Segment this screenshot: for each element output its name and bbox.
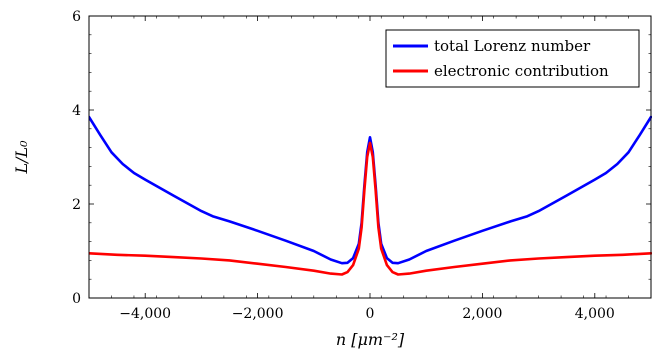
x-tick-label: 2,000 <box>462 306 502 322</box>
legend-label-electronic: electronic contribution <box>434 62 609 80</box>
legend: total Lorenz number electronic contribut… <box>385 29 640 88</box>
y-tick-label: 4 <box>72 103 81 119</box>
y-tick-label: 6 <box>72 9 81 25</box>
tick-labels: −4,000 −2,000 0 2,000 4,000 0 2 4 6 <box>72 9 615 322</box>
x-axis-label-text: n [μm⁻²] <box>336 330 405 349</box>
y-tick-label: 0 <box>72 291 81 307</box>
x-tick-label: −2,000 <box>232 306 284 322</box>
x-tick-label: 4,000 <box>575 306 615 322</box>
y-axis-label: L/L₀ <box>12 140 31 175</box>
legend-box <box>385 29 640 88</box>
x-axis-label: n [μm⁻²] <box>336 330 405 349</box>
series-lines <box>89 115 652 276</box>
x-tick-label: 0 <box>366 306 375 322</box>
x-tick-label: −4,000 <box>119 306 171 322</box>
y-tick-label: 2 <box>72 197 81 213</box>
legend-label-total: total Lorenz number <box>434 37 591 55</box>
electronic-contribution-line <box>89 141 652 276</box>
y-axis-label-text: L/L₀ <box>12 140 31 175</box>
total-lorenz-line <box>89 115 652 265</box>
plot-frame <box>88 15 652 299</box>
